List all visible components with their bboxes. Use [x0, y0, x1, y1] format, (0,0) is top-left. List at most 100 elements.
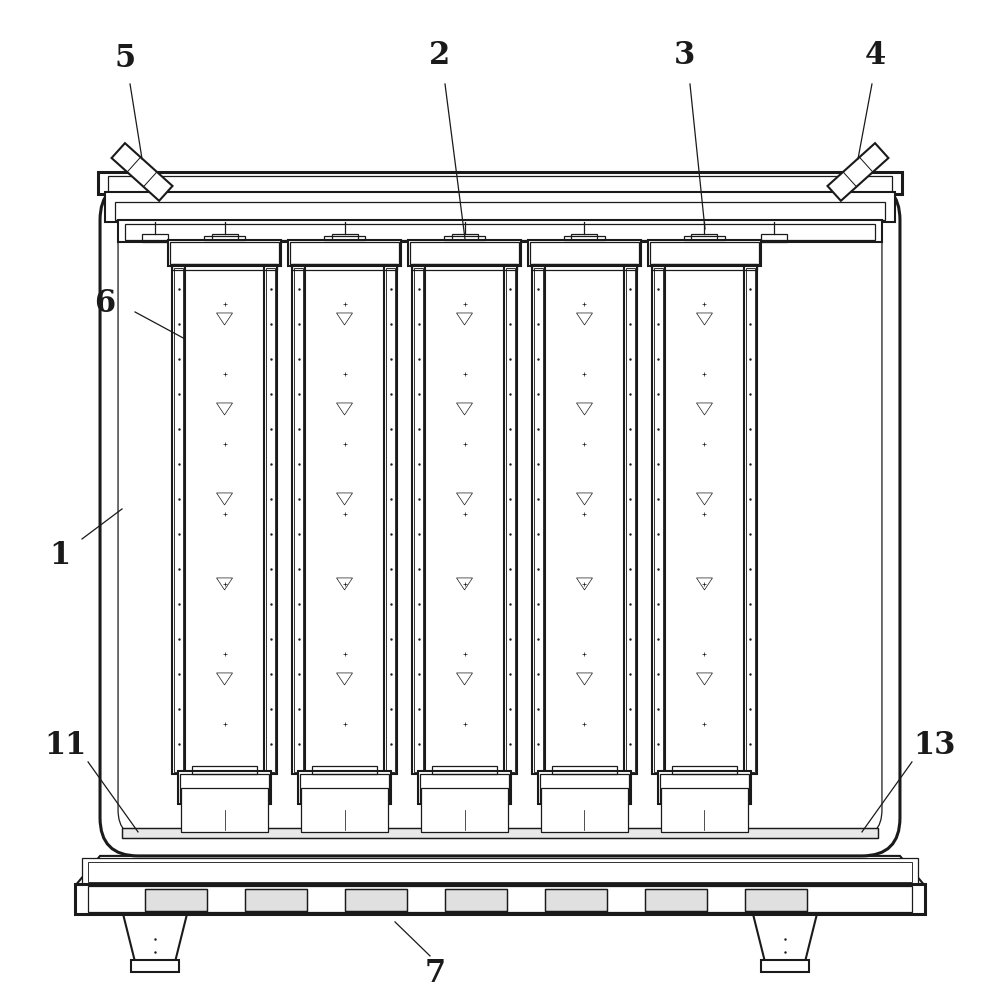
Bar [142, 234, 168, 242]
Bar [108, 176, 892, 192]
Text: 5: 5 [114, 44, 136, 75]
Text: 7: 7 [424, 958, 446, 989]
Bar [122, 828, 878, 838]
FancyBboxPatch shape [100, 182, 900, 856]
Bar [745, 889, 807, 911]
Text: 1: 1 [49, 541, 71, 572]
Bar [506, 268, 515, 772]
Bar [300, 774, 389, 802]
Bar [384, 266, 397, 774]
Bar [266, 268, 275, 772]
Bar [761, 234, 787, 242]
Bar [245, 889, 307, 911]
Bar [624, 266, 637, 774]
Bar [746, 268, 755, 772]
Bar [386, 268, 395, 772]
Bar [444, 236, 485, 240]
Bar [105, 192, 895, 222]
Text: 2: 2 [429, 41, 451, 72]
Bar [684, 236, 725, 240]
Bar [345, 889, 407, 911]
Bar [552, 766, 617, 774]
Bar [115, 202, 885, 220]
Text: 6: 6 [94, 288, 116, 319]
Bar [652, 264, 757, 270]
Bar [88, 862, 912, 882]
Bar [532, 264, 637, 270]
Polygon shape [123, 913, 187, 962]
Bar [420, 774, 509, 802]
Bar [418, 771, 511, 804]
Text: 13: 13 [914, 731, 956, 761]
Bar [504, 266, 517, 774]
Bar [540, 774, 629, 802]
Bar [174, 268, 183, 772]
Bar [532, 266, 545, 774]
Bar [145, 889, 207, 911]
Bar [654, 268, 663, 772]
Text: 11: 11 [44, 731, 86, 761]
Bar [292, 266, 305, 774]
Bar [172, 266, 185, 774]
Bar [452, 234, 478, 242]
Bar [534, 268, 543, 772]
Bar [172, 264, 277, 270]
Bar [538, 771, 631, 804]
Bar [264, 266, 277, 774]
Polygon shape [753, 913, 817, 962]
Bar [292, 264, 397, 270]
Bar [445, 889, 507, 911]
Bar [324, 236, 365, 240]
Text: 3: 3 [674, 41, 696, 72]
Bar [290, 242, 399, 264]
Bar [445, 889, 507, 911]
Bar [301, 788, 388, 832]
Bar [170, 242, 279, 264]
Bar [652, 266, 665, 774]
Bar [626, 268, 635, 772]
Bar [312, 766, 377, 774]
Bar [545, 889, 607, 911]
Bar [192, 766, 257, 774]
Text: 4: 4 [864, 41, 886, 72]
Bar [245, 889, 307, 911]
Bar [648, 240, 761, 266]
Bar [122, 828, 878, 838]
Bar [288, 240, 401, 266]
Bar [181, 788, 268, 832]
Bar [672, 766, 737, 774]
Bar [564, 236, 605, 240]
Bar [530, 242, 639, 264]
Bar [332, 234, 358, 242]
Bar [131, 960, 179, 972]
Bar [745, 889, 807, 911]
Bar [180, 774, 269, 802]
Bar [571, 234, 597, 242]
Bar [82, 858, 918, 884]
Bar [528, 240, 641, 266]
Bar [410, 242, 519, 264]
Polygon shape [112, 143, 173, 201]
Bar [98, 172, 902, 194]
Bar [541, 788, 628, 832]
Bar [212, 234, 238, 242]
Bar [412, 266, 425, 774]
Bar [421, 788, 508, 832]
Bar [145, 889, 207, 911]
Bar [178, 771, 271, 804]
Bar [545, 889, 607, 911]
Bar [412, 264, 517, 270]
Bar [168, 240, 281, 266]
Polygon shape [75, 856, 925, 886]
Bar [660, 774, 749, 802]
Bar [88, 886, 912, 911]
Bar [650, 242, 759, 264]
Polygon shape [827, 143, 888, 201]
Bar [658, 771, 751, 804]
Bar [761, 960, 809, 972]
Bar [118, 220, 882, 242]
Bar [691, 234, 717, 242]
Bar [744, 266, 757, 774]
Bar [645, 889, 707, 911]
Bar [204, 236, 245, 240]
